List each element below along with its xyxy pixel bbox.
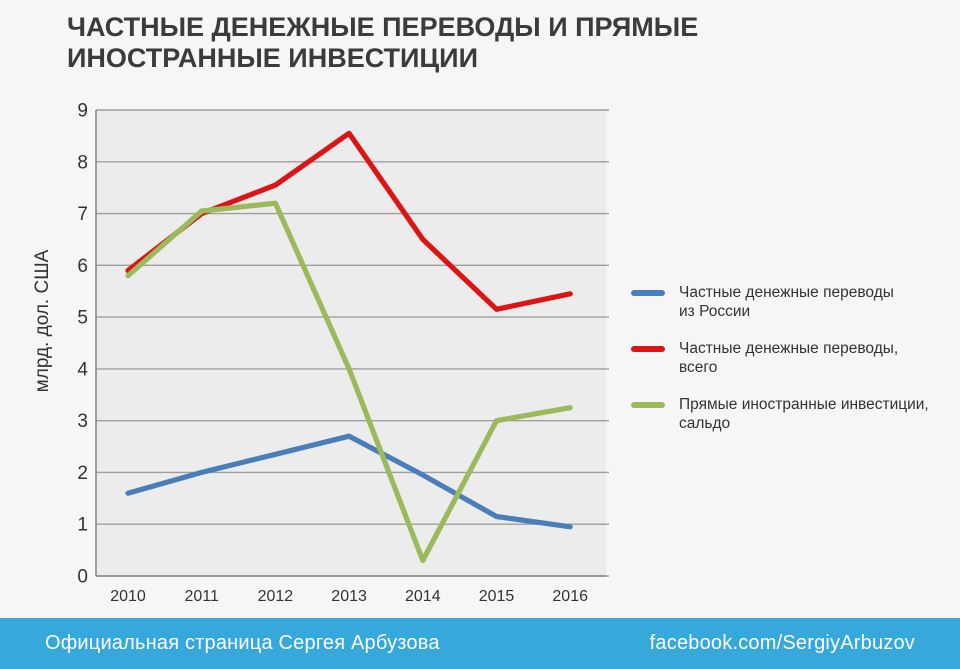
legend-swatch-green-line [631, 402, 665, 408]
y-tick-label: 8 [77, 152, 88, 173]
x-tick-label: 2016 [552, 588, 588, 605]
legend-item-fdi-balance: Прямые иностранные инвестиции, сальдо [631, 395, 931, 433]
footer-facebook-url: facebook.com/SergiyArbuzov [649, 632, 915, 654]
legend-label-line: Частные денежные переводы, [679, 340, 899, 357]
x-tick-label: 2014 [405, 588, 441, 605]
x-tick-label: 2013 [331, 588, 367, 605]
y-tick-label: 7 [77, 204, 88, 225]
y-tick-label: 4 [77, 359, 88, 380]
legend-label-line: всего [679, 359, 718, 376]
x-tick-label: 2010 [110, 588, 146, 605]
x-tick-label: 2011 [184, 588, 219, 605]
legend-label-line: Частные денежные переводы [679, 284, 894, 301]
y-tick-label: 5 [77, 308, 88, 329]
plot-area [96, 110, 606, 576]
y-tick-label: 3 [77, 411, 88, 432]
y-axis-title: млрд. дол. США [32, 249, 53, 393]
legend-swatch-red-line [631, 346, 665, 352]
footer-banner: Официальная страница Сергея Арбузова fac… [0, 618, 960, 669]
x-tick-label: 2015 [479, 588, 515, 605]
page-title: ЧАСТНЫЕ ДЕНЕЖНЫЕ ПЕРЕВОДЫ И ПРЯМЫЕ ИНОСТ… [67, 12, 699, 73]
line-chart: 0 1 2 3 4 5 6 7 8 9 2010 2011 2012 2013 2014 2015 2016 [77, 101, 609, 605]
y-tick-label: 2 [77, 463, 88, 484]
y-tick-label: 1 [77, 515, 88, 536]
legend-label-line: сальдо [679, 415, 731, 432]
series-line-0 [125, 433, 573, 530]
y-tick-label: 0 [77, 567, 88, 588]
chart-legend: Частные денежные переводы из России Част… [631, 283, 931, 433]
x-tick-label: 2012 [258, 588, 294, 605]
y-tick-label: 9 [77, 101, 88, 122]
legend-label-line: из России [679, 303, 751, 320]
footer-page-name: Официальная страница Сергея Арбузова [45, 632, 440, 654]
legend-swatch-blue-line [631, 290, 665, 296]
y-tick-label: 6 [77, 256, 88, 277]
legend-item-transfers-total: Частные денежные переводы, всего [631, 339, 931, 377]
legend-item-transfers-from-russia: Частные денежные переводы из России [631, 283, 931, 321]
legend-label-line: Прямые иностранные инвестиции, [679, 396, 929, 413]
series-line-2 [125, 200, 573, 564]
